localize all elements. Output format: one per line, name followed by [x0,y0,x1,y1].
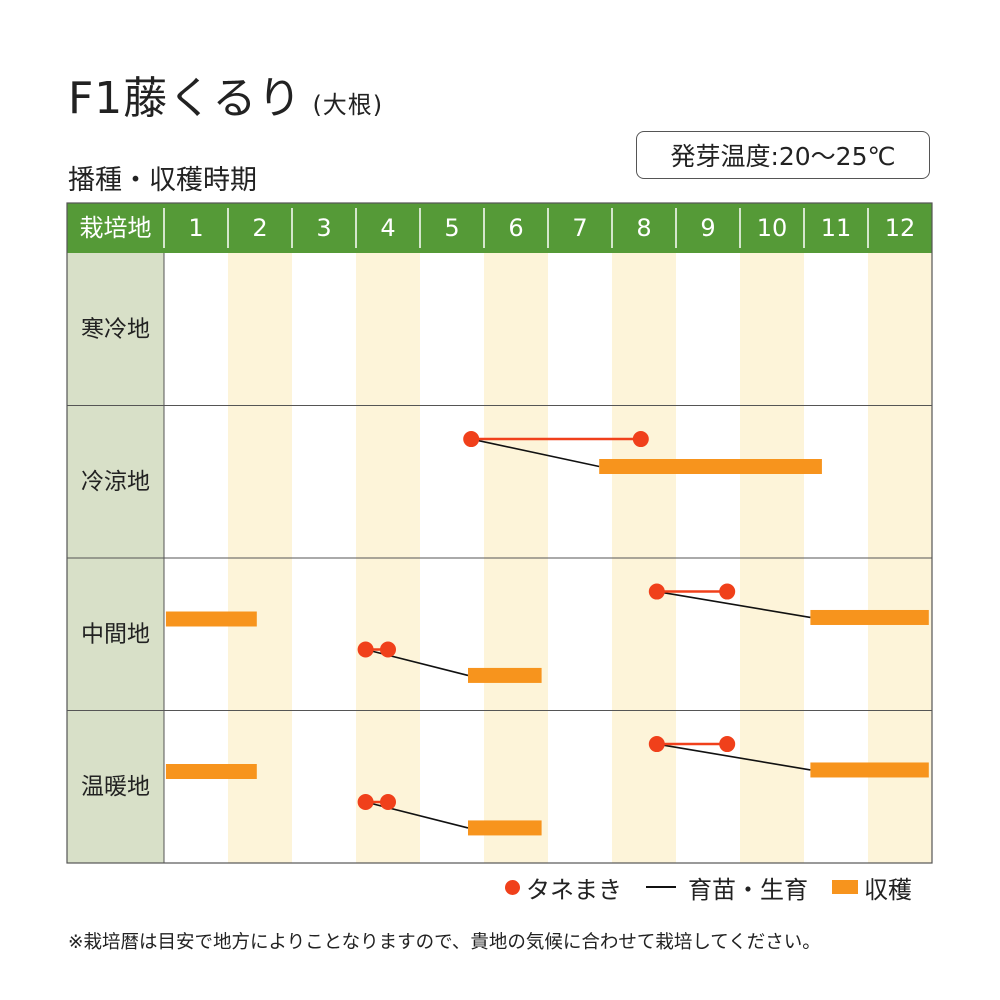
germination-temp-label: 発芽温度:20〜25℃ [670,142,896,171]
month-label: 3 [316,214,331,242]
chart-frame [66,202,933,864]
region-label: 冷涼地 [81,469,150,495]
month-label: 8 [636,214,651,242]
month-label: 1 [188,214,203,242]
sow-point [632,431,649,448]
month-label: 4 [380,214,395,242]
legend-grow-label: 育苗・生育 [688,875,808,904]
header-label: 栽培地 [80,214,152,242]
month-label: 2 [252,214,267,242]
germination-temp-badge: 発芽温度:20〜25℃ [636,131,930,179]
sow-point [719,583,736,600]
month-label: 12 [885,214,916,242]
harvest-bar [810,609,929,625]
grow-line-icon [646,886,676,888]
sow-point [380,794,396,810]
sow-point [357,641,374,658]
region-label: 温暖地 [81,774,150,800]
legend-item-sow: タネまき [505,870,622,905]
harvest-bar [165,611,257,627]
legend-harvest-label: 収穫 [864,875,912,904]
sow-point [380,641,396,658]
month-label: 6 [508,214,523,242]
harvest-bar [810,762,929,778]
month-label: 9 [700,214,715,242]
legend: タネまき 育苗・生育 収穫 [505,870,935,904]
month-label: 5 [444,214,459,242]
month-label: 10 [757,214,788,242]
sow-marker-icon [505,879,520,895]
sow-point [357,794,374,810]
sow-point [648,583,665,600]
month-label: 11 [821,214,852,242]
legend-item-grow: 育苗・生育 [646,870,808,905]
sow-point [719,736,736,753]
grow-line [656,743,811,771]
month-header-bar [67,203,932,253]
sow-point [648,736,665,753]
footnote: ※栽培暦は目安で地方によりことなりますので、貴地の気候に合わせて栽培してください… [68,932,821,953]
legend-item-harvest: 収穫 [832,870,912,905]
chart-subtitle: 播種・収穫時期 [68,165,257,196]
region-label: 中間地 [81,621,150,647]
harvest-bar [468,667,542,683]
harvest-bar [165,764,257,779]
harvest-bar-icon [832,880,858,894]
region-label: 寒冷地 [81,316,150,342]
grow-line [471,438,600,468]
chart-title: F1藤くるり (大根) [68,62,383,126]
harvest-bar [468,820,542,836]
legend-sow-label: タネまき [526,875,622,904]
grow-line [656,590,811,619]
title-main: F1藤くるり [68,73,303,124]
title-sub: (大根) [312,91,384,119]
sow-point [463,431,480,448]
harvest-bar [599,459,822,474]
month-label: 7 [572,214,587,242]
